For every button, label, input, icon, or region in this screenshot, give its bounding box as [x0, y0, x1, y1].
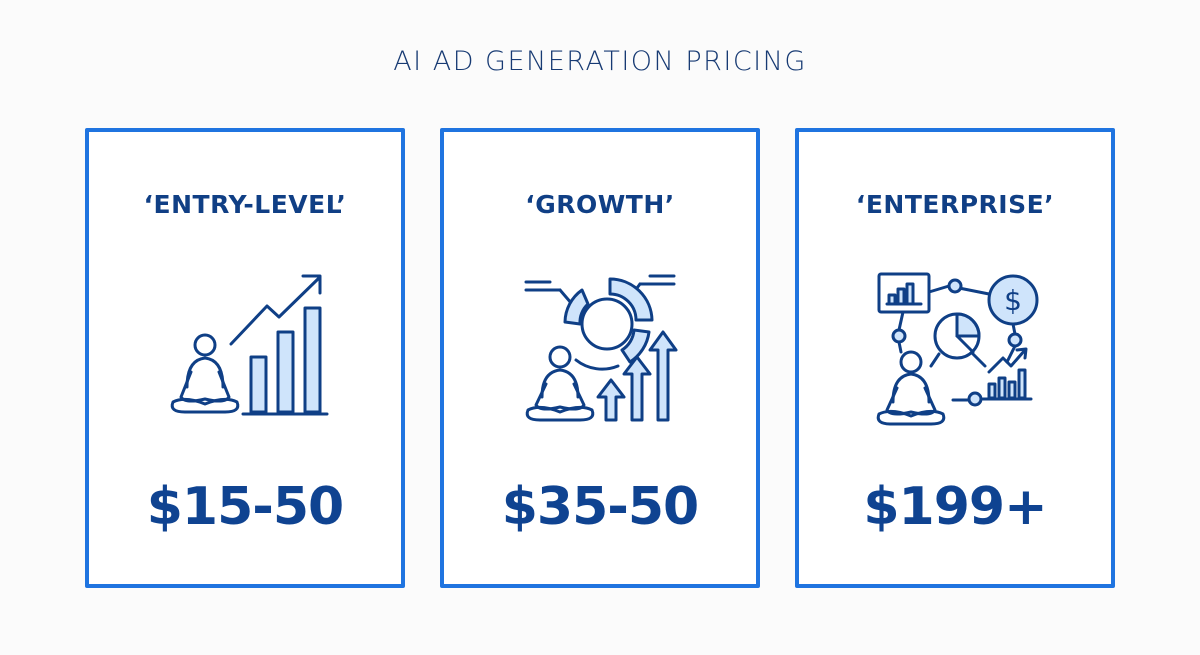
tier-label: ‘GROWTH’	[525, 190, 675, 219]
meditation-donut-chart-arrows-icon	[524, 274, 678, 422]
pricing-card-enterprise: ‘ENTERPRISE’ $	[795, 128, 1115, 588]
tier-label: ‘ENTERPRISE’	[855, 190, 1055, 219]
page-title: AI AD GENERATION PRICING	[393, 46, 807, 77]
price: $35-50	[501, 477, 700, 537]
price: $199+	[863, 477, 1047, 537]
svg-text:$: $	[1004, 284, 1022, 317]
meditation-analytics-network-icon: $	[876, 272, 1039, 426]
pricing-card-entry-level: ‘ENTRY-LEVEL’ $15-50	[85, 128, 405, 588]
tier-label: ‘ENTRY-LEVEL’	[143, 190, 347, 219]
meditation-growth-chart-icon	[170, 274, 329, 416]
pricing-card-growth: ‘GROWTH’ $35-50	[440, 128, 760, 588]
price: $15-50	[146, 477, 345, 537]
